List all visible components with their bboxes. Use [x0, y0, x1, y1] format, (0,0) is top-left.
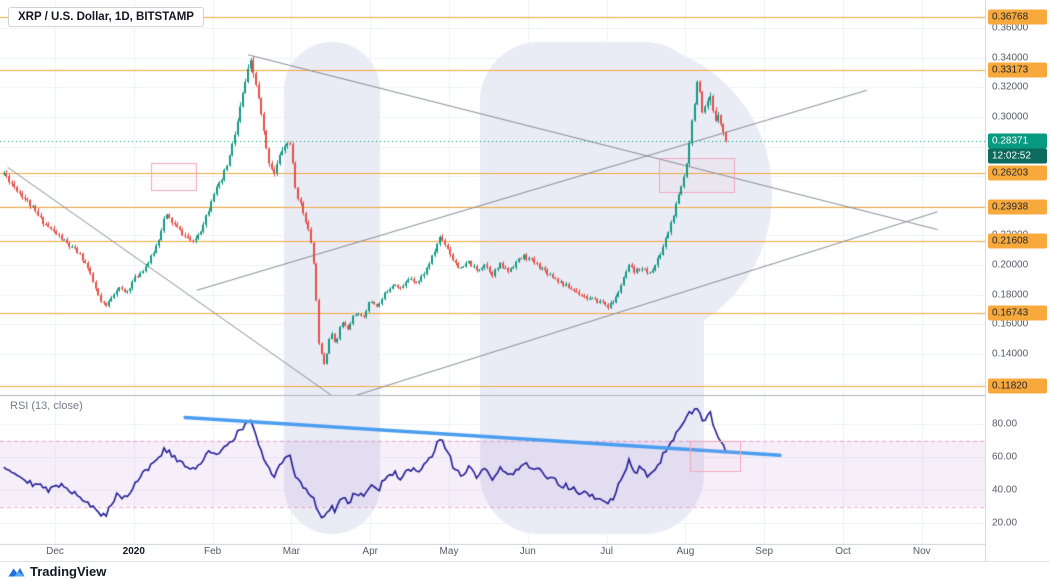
price-level-badge: 0.21608 [988, 233, 1047, 249]
time-axis-label: Apr [362, 546, 378, 557]
time-axis-label: Jun [519, 546, 536, 557]
price-level-badge: 0.11820 [988, 378, 1047, 394]
rsi-tick: 20.00 [992, 517, 1018, 529]
current-price-badge: 0.28371 [988, 133, 1047, 149]
symbol-legend[interactable]: XRP / U.S. Dollar, 1D, BITSTAMP [8, 7, 204, 27]
rsi-tick: 80.00 [992, 418, 1018, 430]
price-level-badge: 0.26203 [988, 165, 1047, 181]
price-tick: 0.20000 [992, 259, 1029, 271]
price-level-badge: 0.36768 [988, 9, 1047, 25]
price-level-badge: 0.23938 [988, 199, 1047, 215]
time-axis-label: Jul [600, 546, 613, 557]
price-tick: 0.30000 [992, 111, 1029, 123]
price-axis[interactable]: 0.360000.340000.320000.300000.220000.200… [985, 0, 1050, 561]
time-axis-label: Oct [835, 546, 851, 557]
time-axis-label: Sep [755, 546, 774, 557]
price-tick: 0.18000 [992, 289, 1029, 301]
footer-bar: TradingView [0, 561, 1050, 581]
price-tick: 0.14000 [992, 348, 1029, 360]
tradingview-logo-icon[interactable] [8, 565, 25, 579]
price-level-badge: 0.16743 [988, 305, 1047, 321]
time-axis[interactable]: Dec 2020 Feb Mar Apr May Jun Jul Aug Sep Oct Nov [0, 545, 985, 561]
time-axis-label: 2020 [122, 546, 145, 557]
price-tick: 0.36000 [992, 22, 1029, 34]
price-tick: 0.34000 [992, 52, 1029, 64]
time-axis-label: Nov [912, 546, 931, 557]
time-axis-label: Aug [676, 546, 695, 557]
price-tick: 0.16000 [992, 318, 1029, 330]
rsi-tick: 60.00 [992, 451, 1018, 463]
time-axis-label: Dec [46, 546, 64, 557]
countdown-badge: 12:02:52 [988, 148, 1047, 164]
price-level-badge: 0.33173 [988, 62, 1047, 78]
tradingview-brand[interactable]: TradingView [30, 564, 107, 579]
time-axis-label: Mar [282, 546, 301, 557]
rsi-tick: 40.00 [992, 484, 1018, 496]
price-tick: 0.32000 [992, 81, 1029, 93]
time-axis-label: May [439, 546, 459, 557]
chart-canvas[interactable] [0, 0, 985, 545]
time-axis-label: Feb [203, 546, 222, 557]
rsi-indicator-label[interactable]: RSI (13, close) [10, 400, 83, 412]
